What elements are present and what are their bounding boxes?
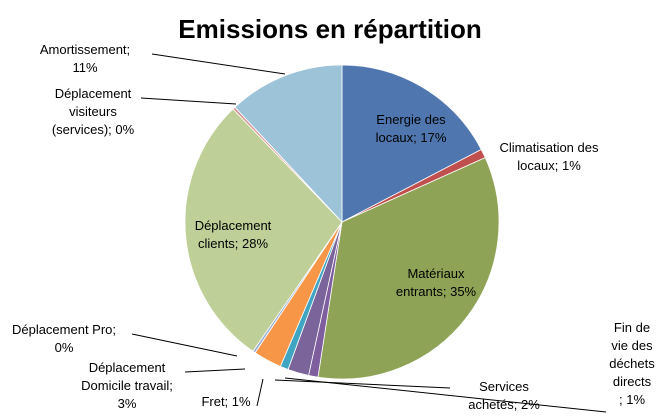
pie-slice-8	[184, 108, 343, 352]
slice-label-6: Déplacement Domicile travail; 3%	[81, 360, 173, 411]
leader-line-3	[284, 377, 607, 413]
leader-line-9	[140, 97, 237, 105]
leader-line-5	[256, 378, 264, 407]
slice-label-4: Services achetés; 2%	[468, 379, 540, 412]
slice-label-line: déchets	[609, 356, 655, 371]
slice-label-line: Déplacement	[55, 86, 132, 101]
slice-label-line: vie des	[611, 338, 653, 353]
pie-slice-0	[341, 64, 482, 223]
slice-label-line: Domicile travail;	[81, 378, 173, 393]
slice-label-0: Energie des locaux; 17%	[376, 112, 447, 145]
slice-label-line: ; 1%	[619, 392, 645, 407]
slice-label-line: Déplacement	[89, 360, 166, 375]
slice-label-1: Climatisation des locaux; 1%	[500, 140, 599, 173]
slice-label-line: Déplacement Pro;	[12, 322, 116, 337]
slice-label-line: directs	[613, 374, 652, 389]
slice-label-line: (services); 0%	[52, 122, 135, 137]
slice-label-line: locaux; 17%	[376, 130, 447, 145]
slice-label-line: 11%	[72, 60, 97, 75]
slice-label-line: achetés; 2%	[468, 397, 540, 412]
slice-label-2: Matériaux entrants; 35%	[396, 266, 477, 299]
leader-line-6	[184, 368, 246, 373]
slice-label-line: Energie des	[376, 112, 446, 127]
slice-label-9: Déplacement visiteurs (services); 0%	[52, 86, 135, 137]
pie-slice-2	[317, 157, 500, 380]
leader-line-4	[274, 379, 451, 389]
leader-line-10	[151, 53, 286, 75]
slice-label-10: Amortissement; 11%	[40, 42, 130, 75]
slice-label-line: 0%	[55, 340, 74, 355]
leader-line-7	[131, 333, 238, 357]
slice-label-line: Climatisation des	[500, 140, 599, 155]
slice-label-line: visiteurs	[69, 104, 117, 119]
slice-label-line: Fin de	[614, 320, 650, 335]
slice-label-line: Déplacement	[195, 218, 272, 233]
slice-label-line: Fret; 1%	[201, 394, 251, 409]
slice-label-line: Services	[479, 379, 529, 394]
slice-label-8: Déplacement clients; 28%	[195, 218, 272, 251]
slice-label-line: 3%	[118, 396, 137, 411]
slice-label-5: Fret; 1%	[201, 394, 251, 409]
slice-label-line: locaux; 1%	[517, 158, 581, 173]
slice-label-line: Amortissement;	[40, 42, 130, 57]
slice-label-line: entrants; 35%	[396, 284, 477, 299]
slice-label-3: Fin de vie des déchets directs ; 1%	[609, 320, 655, 407]
slice-label-7: Déplacement Pro; 0%	[12, 322, 116, 355]
slice-label-line: clients; 28%	[198, 236, 269, 251]
chart-title: Emissions en répartition	[178, 14, 481, 44]
pie-slice-10	[234, 64, 343, 224]
slice-label-line: Matériaux	[407, 266, 465, 281]
